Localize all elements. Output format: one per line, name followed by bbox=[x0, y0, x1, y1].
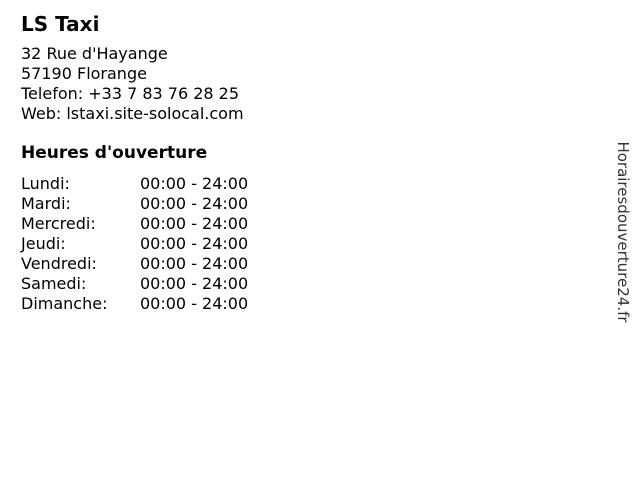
day-label: Vendredi: bbox=[21, 254, 97, 273]
hours-row-saturday: Samedi: 00:00 - 24:00 bbox=[21, 274, 248, 294]
day-label: Mercredi: bbox=[21, 214, 96, 233]
time-value: 00:00 - 24:00 bbox=[140, 214, 249, 233]
time-value: 00:00 - 24:00 bbox=[140, 274, 249, 293]
hours-row-thursday: Jeudi: 00:00 - 24:00 bbox=[21, 234, 248, 254]
website-line: Web: lstaxi.site-solocal.com bbox=[21, 104, 244, 123]
watermark-vertical-text: Horairesdouverture24.fr bbox=[614, 141, 632, 323]
day-label: Mardi: bbox=[21, 194, 71, 213]
day-label: Dimanche: bbox=[21, 294, 108, 313]
time-value: 00:00 - 24:00 bbox=[140, 294, 249, 313]
opening-hours-title: Heures d'ouverture bbox=[21, 143, 208, 163]
contact-info: 32 Rue d'Hayange 57190 Florange Telefon:… bbox=[21, 44, 244, 124]
phone-line: Telefon: +33 7 83 76 28 25 bbox=[21, 84, 240, 103]
hours-row-tuesday: Mardi: 00:00 - 24:00 bbox=[21, 194, 248, 214]
hours-row-monday: Lundi: 00:00 - 24:00 bbox=[21, 174, 248, 194]
opening-hours-table: Lundi: 00:00 - 24:00 Mardi: 00:00 - 24:0… bbox=[21, 174, 248, 314]
day-label: Lundi: bbox=[21, 174, 70, 193]
hours-row-sunday: Dimanche: 00:00 - 24:00 bbox=[21, 294, 248, 314]
business-name: LS Taxi bbox=[21, 12, 100, 36]
address-street: 32 Rue d'Hayange bbox=[21, 44, 168, 63]
business-header: LS Taxi bbox=[21, 12, 99, 36]
time-value: 00:00 - 24:00 bbox=[140, 254, 249, 273]
time-value: 00:00 - 24:00 bbox=[140, 234, 249, 253]
hours-row-wednesday: Mercredi: 00:00 - 24:00 bbox=[21, 214, 248, 234]
day-label: Samedi: bbox=[21, 274, 87, 293]
time-value: 00:00 - 24:00 bbox=[140, 174, 249, 193]
time-value: 00:00 - 24:00 bbox=[140, 194, 249, 213]
address-city: 57190 Florange bbox=[21, 64, 147, 83]
hours-row-friday: Vendredi: 00:00 - 24:00 bbox=[21, 254, 248, 274]
day-label: Jeudi: bbox=[21, 234, 66, 253]
